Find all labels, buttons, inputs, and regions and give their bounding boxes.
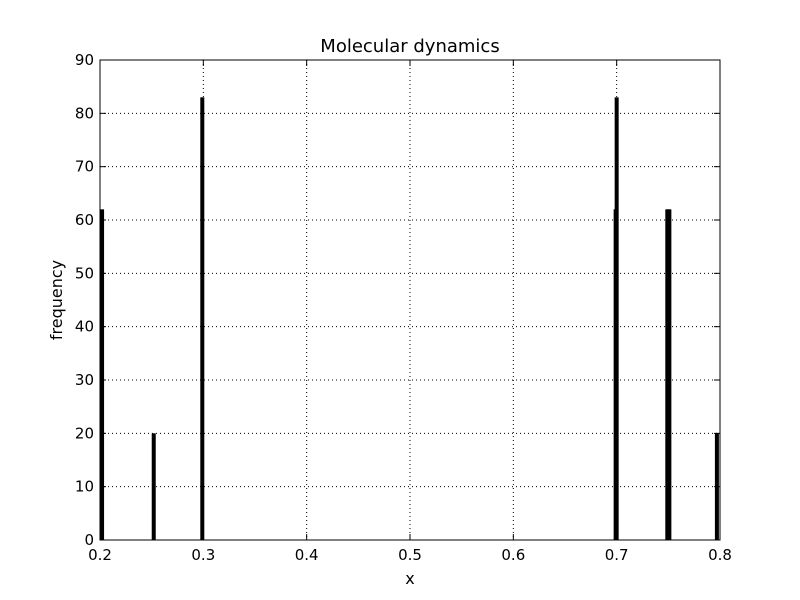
y-tick-label: 40	[75, 318, 94, 336]
histogram-bar	[100, 209, 105, 541]
histogram-bar	[665, 209, 670, 541]
x-tick-label: 0.3	[191, 546, 215, 564]
y-tick-label: 20	[75, 424, 94, 442]
x-tick-label: 0.2	[88, 546, 112, 564]
y-tick-label: 30	[75, 371, 94, 389]
histogram-bar	[667, 209, 672, 541]
x-tick-label: 0.8	[708, 546, 732, 564]
chart-title: Molecular dynamics	[320, 36, 499, 57]
y-tick-label: 90	[75, 51, 94, 69]
ticks: 0.2 0.3 0.4 0.5 0.6 0.7 0.8 0 10 20 30 40 50 60 70 80 90	[75, 51, 732, 564]
histogram-bar	[200, 97, 205, 540]
y-tick-label: 50	[75, 264, 94, 282]
x-tick-label: 0.6	[501, 546, 525, 564]
y-axis-label: frequency	[47, 260, 66, 340]
x-tick-label: 0.5	[398, 546, 422, 564]
y-tick-label: 80	[75, 104, 94, 122]
y-tick-label: 10	[75, 478, 94, 496]
histogram-bar	[614, 97, 619, 540]
x-axis-label: x	[405, 569, 414, 588]
y-tick-label: 60	[75, 211, 94, 229]
histogram-bar	[151, 433, 156, 540]
x-tick-label: 0.4	[295, 546, 319, 564]
x-tick-label: 0.7	[605, 546, 629, 564]
y-tick-label: 70	[75, 158, 94, 176]
y-tick-label: 0	[84, 531, 94, 549]
